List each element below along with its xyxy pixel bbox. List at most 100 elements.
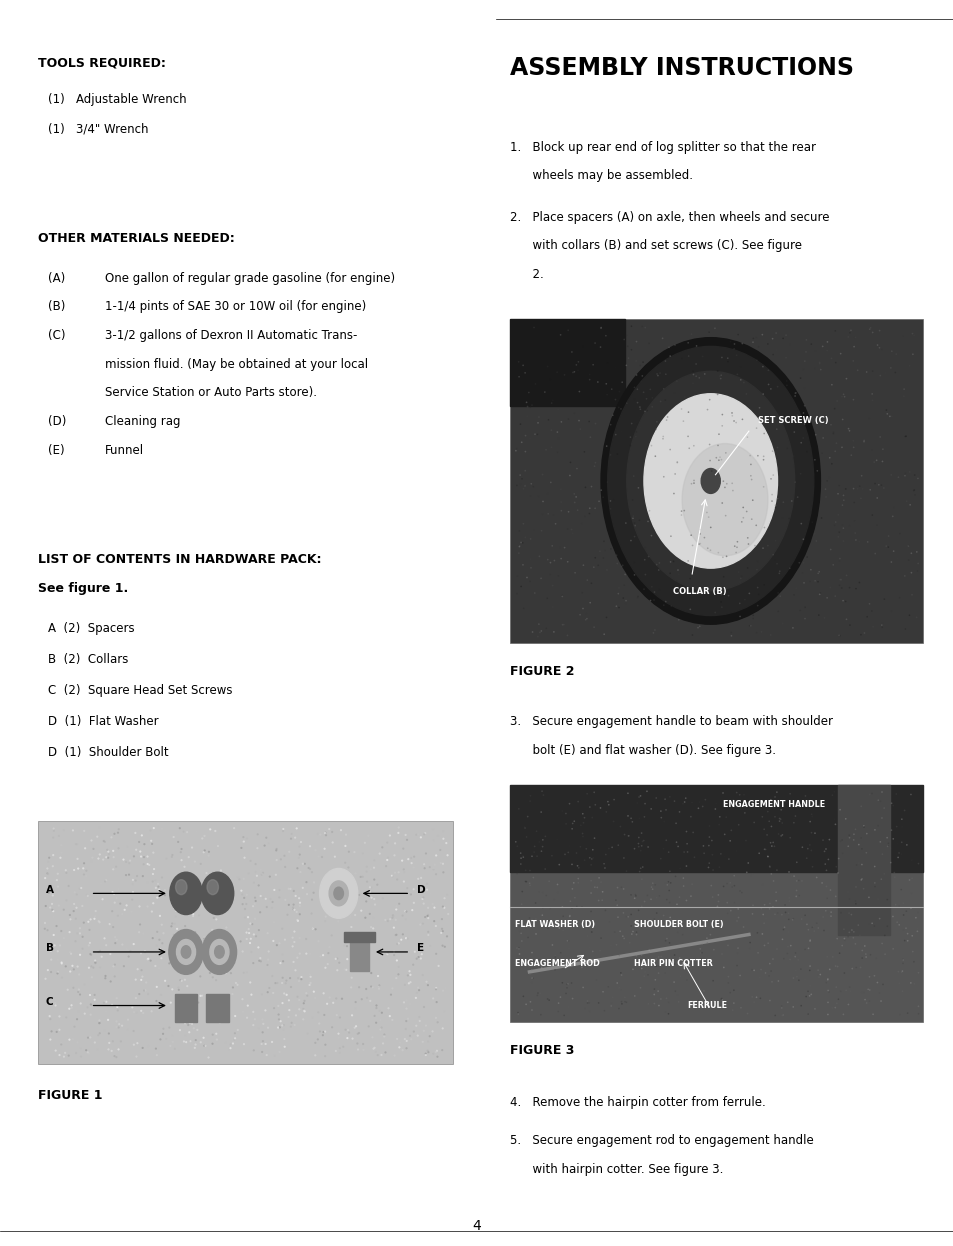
Point: [801, 811, 817, 831]
Point: [127, 934, 142, 954]
Point: [690, 618, 705, 638]
Point: [595, 982, 610, 1002]
Point: [767, 531, 782, 551]
Point: [796, 379, 811, 399]
Point: [648, 957, 663, 977]
Point: [176, 944, 192, 964]
Point: [109, 930, 124, 949]
Point: [299, 885, 314, 905]
Point: [672, 967, 687, 987]
Point: [762, 961, 778, 981]
Point: [897, 426, 912, 446]
Point: [760, 536, 775, 556]
Point: [774, 825, 789, 845]
Point: [274, 993, 290, 1013]
Point: [51, 863, 66, 883]
Point: [549, 422, 564, 442]
Point: [569, 459, 584, 478]
Point: [643, 436, 659, 456]
Point: [875, 974, 890, 994]
Point: [711, 807, 726, 827]
Point: [764, 345, 780, 365]
Point: [135, 1038, 151, 1058]
Point: [87, 908, 102, 928]
Point: [165, 883, 180, 903]
Point: [535, 491, 550, 511]
Point: [816, 841, 831, 861]
Point: [909, 921, 924, 941]
Point: [748, 987, 763, 1007]
Point: [714, 944, 729, 964]
Point: [770, 583, 785, 603]
Point: [748, 623, 763, 643]
Point: [754, 530, 769, 549]
Text: (1)   3/4" Wrench: (1) 3/4" Wrench: [48, 122, 148, 135]
Point: [194, 829, 210, 849]
Point: [897, 619, 912, 639]
Point: [796, 414, 811, 434]
Point: [47, 821, 62, 841]
Point: [732, 607, 747, 627]
Point: [66, 978, 81, 998]
Point: [909, 561, 924, 581]
Point: [425, 895, 440, 915]
Point: [133, 943, 149, 963]
Point: [253, 952, 268, 972]
Point: [613, 399, 628, 419]
Point: [830, 527, 845, 547]
Point: [864, 617, 880, 637]
Point: [550, 1002, 565, 1022]
Text: LIST OF CONTENTS IN HARDWARE PACK:: LIST OF CONTENTS IN HARDWARE PACK:: [38, 553, 321, 566]
Point: [750, 386, 765, 406]
Point: [667, 866, 682, 886]
Point: [818, 876, 833, 896]
Point: [95, 890, 111, 910]
Point: [520, 911, 536, 931]
Point: [530, 412, 545, 432]
Point: [910, 997, 925, 1017]
Point: [396, 862, 412, 882]
Point: [763, 816, 779, 836]
Point: [799, 547, 814, 567]
Point: [901, 355, 916, 375]
Point: [413, 915, 428, 934]
Point: [846, 328, 862, 348]
Point: [56, 900, 71, 920]
Point: [820, 902, 835, 922]
Point: [106, 841, 121, 861]
Point: [178, 1032, 193, 1052]
Point: [883, 794, 899, 814]
Point: [365, 908, 380, 928]
Point: [67, 882, 82, 902]
Point: [743, 987, 759, 1007]
Point: [846, 511, 862, 531]
Point: [435, 921, 450, 941]
Point: [884, 939, 900, 959]
Point: [745, 606, 760, 625]
Point: [84, 967, 99, 987]
Point: [598, 325, 613, 345]
Point: [155, 1024, 171, 1044]
Point: [292, 928, 307, 948]
Point: [762, 468, 778, 488]
Point: [590, 373, 605, 392]
Point: [105, 882, 120, 902]
Point: [731, 785, 746, 805]
Point: [656, 379, 671, 399]
Point: [517, 363, 532, 383]
Point: [750, 584, 765, 604]
Point: [47, 1015, 62, 1035]
Point: [522, 791, 537, 811]
Point: [363, 917, 378, 937]
Point: [283, 977, 298, 997]
Point: [583, 849, 598, 868]
Point: [541, 801, 557, 821]
Point: [186, 905, 201, 925]
Point: [235, 1002, 251, 1022]
Point: [128, 969, 143, 989]
Point: [847, 511, 862, 531]
Point: [714, 988, 729, 1008]
Point: [274, 968, 290, 988]
Point: [602, 445, 618, 465]
Point: [512, 465, 527, 485]
